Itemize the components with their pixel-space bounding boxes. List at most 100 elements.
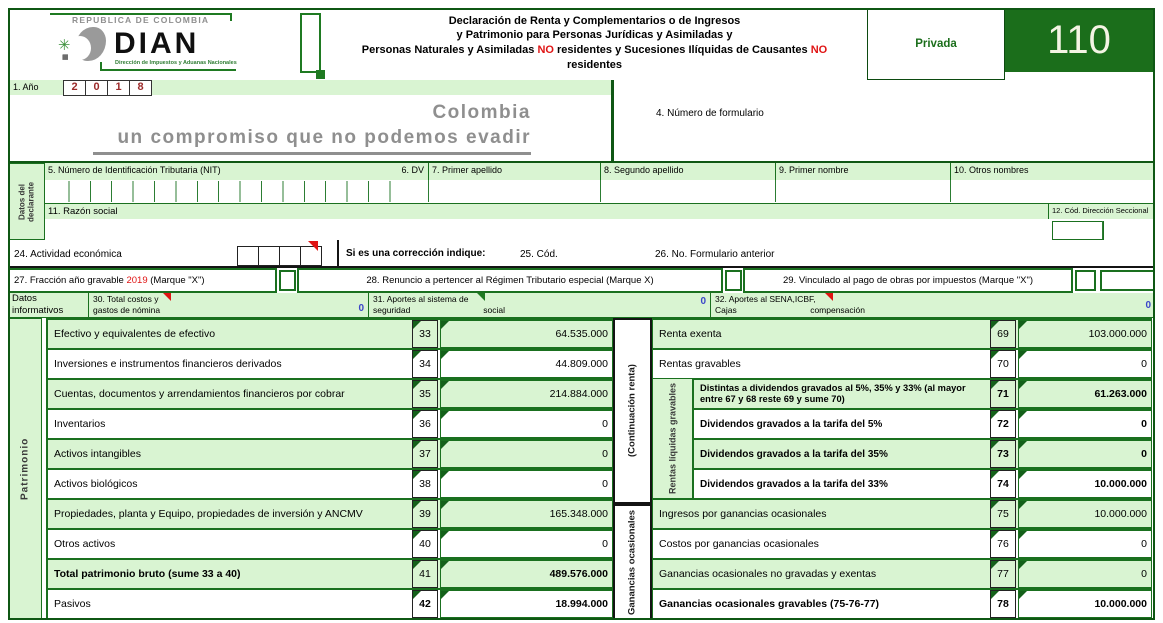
razon-social-input[interactable] [45,219,1155,241]
form-code: 110 [1047,17,1111,62]
year-digit-boxes[interactable]: 2 0 1 8 [63,80,152,96]
row-value[interactable]: 0 [1018,350,1152,378]
column-tick [775,180,776,202]
form-number-box[interactable]: 4. Número de formulario [613,80,1155,163]
comment-marker-icon [163,293,171,301]
razon-social-label: 11. Razón social [48,206,118,217]
row-num: 70 [990,350,1016,378]
table-row: Pasivos 42 18.994.000 [46,590,613,620]
row-value[interactable]: 0 [440,530,613,558]
row-label: Pasivos [46,590,410,618]
row-num: 38 [412,470,438,498]
row-label: Dividendos gravados a la tarifa del 35% [693,440,988,468]
comment-marker-icon [477,293,485,301]
flags-row: 27. Fracción año gravable 2019 (Marque "… [8,268,1155,293]
slogan-underline [93,152,531,155]
value-30: 0 [358,303,364,314]
renuncio-cell: 28. Renuncio a pertencer al Régimen Trib… [297,268,723,293]
logo-cell: REPUBLICA DE COLOMBIA ✳ ▦ DIAN Dirección… [10,10,302,78]
privada-box: Privada [867,8,1005,80]
row-label: Distintas a dividendos gravados al 5%, 3… [693,380,988,408]
row-label: Rentas gravables [652,350,988,378]
row-value[interactable]: 165.348.000 [440,500,613,528]
actividad-cell[interactable] [258,246,280,266]
fraccion-checkbox[interactable] [279,270,296,291]
row-num: 34 [412,350,438,378]
cell-31[interactable]: 31. Aportes al sistema de seguridad socia… [368,293,710,317]
row-value[interactable]: 44.809.000 [440,350,613,378]
row-label: Dividendos gravados a la tarifa del 5% [693,410,988,438]
table-row: Dividendos gravados a la tarifa del 35% 7… [652,440,1152,470]
logo-frame-bottom [100,62,236,71]
actividad-cell[interactable] [279,246,301,266]
table-row: Activos intangibles 37 0 [46,440,613,470]
actividad-row: 24. Actividad económica Si es una correc… [8,240,1155,268]
row-num: 37 [412,440,438,468]
nit-input-cells[interactable] [48,181,391,202]
spare-cell [1100,270,1155,291]
actividad-cell[interactable] [300,246,322,266]
dv-label: 6. DV [401,165,424,175]
patrimonio-section-band: Patrimonio [8,318,42,620]
row-value[interactable]: 0 [440,410,613,438]
table-row: Ingresos por ganancias ocasionales 75 10.0… [652,500,1152,530]
renuncio-checkbox[interactable] [725,270,742,291]
row-value[interactable]: 0 [1018,410,1152,438]
cod25-label: 25. Cód. [520,249,558,260]
dir-seccional-input[interactable] [1052,221,1104,240]
dian-basket-icon: ▦ [62,54,69,61]
slogan-line1: Colombia [432,102,531,123]
year-digit-2[interactable]: 0 [85,80,108,96]
ganancias-ocasionales-box: Ganancias ocasionales [613,504,652,620]
actividad-cell[interactable] [237,246,259,266]
actividad-input-cells[interactable] [237,246,322,266]
row-value[interactable]: 0 [440,440,613,468]
row-value[interactable]: 18.994.000 [440,590,613,618]
row-value[interactable]: 0 [1018,560,1152,588]
column-tick [600,180,601,202]
row-value[interactable]: 0 [440,470,613,498]
row-num: 40 [412,530,438,558]
row-num: 78 [990,590,1016,618]
column-tick [1102,221,1103,239]
nit-label-cell: 5. Número de Identificación Tributaria (… [48,165,424,175]
correction-label: Si es una corrección indique: [346,248,486,259]
year-digit-4[interactable]: 8 [129,80,152,96]
column-tick [428,180,429,202]
comment-marker-icon [825,293,833,301]
row-label: Inventarios [46,410,410,438]
row-value[interactable]: 61.263.000 [1018,380,1152,408]
row-label: Renta exenta [652,320,988,348]
first-surname-label: 7. Primer apellido [428,163,600,180]
table-row: Rentas gravables 70 0 [652,350,1152,380]
declarant-inputs-row[interactable] [45,180,1155,204]
vinculado-checkbox[interactable] [1075,270,1096,291]
cell-30[interactable]: 30. Total costos y gastos de nómina 0 [88,293,368,317]
row-value[interactable]: 0 [1018,530,1152,558]
row-value[interactable]: 10.000.000 [1018,500,1152,528]
row-value[interactable]: 103.000.000 [1018,320,1152,348]
year-digit-1[interactable]: 2 [63,80,86,96]
slogan-line2: un compromiso que no podemos evadir [117,127,531,149]
row-value[interactable]: 64.535.000 [440,320,613,348]
row-value[interactable]: 0 [1018,440,1152,468]
row-num: 42 [412,590,438,618]
table-row: Total patrimonio bruto (sume 33 a 40) 41 4… [46,560,613,590]
year-digit-3[interactable]: 1 [107,80,130,96]
other-names-label: 10. Otros nombres [950,163,1155,180]
row-label: Ingresos por ganancias ocasionales [652,500,988,528]
form-title: Declaración de Renta y Complementarios o… [322,10,867,76]
dian-swoosh-icon [69,27,106,61]
table-row: Inventarios 36 0 [46,410,613,440]
razon-social-labels-row: 11. Razón social 12. Cód. Dirección Secc… [45,204,1155,219]
cell-32[interactable]: 32. Aportes al SENA,ICBF, Cajas compensac… [710,293,1155,317]
row-num: 74 [990,470,1016,498]
divider [337,240,339,268]
table-row: Inversiones e instrumentos financieros d… [46,350,613,380]
row-value[interactable]: 489.576.000 [440,560,613,588]
row-value[interactable]: 10.000.000 [1018,590,1152,618]
row-value[interactable]: 10.000.000 [1018,470,1152,498]
row-num: 76 [990,530,1016,558]
row-num: 33 [412,320,438,348]
row-value[interactable]: 214.884.000 [440,380,613,408]
